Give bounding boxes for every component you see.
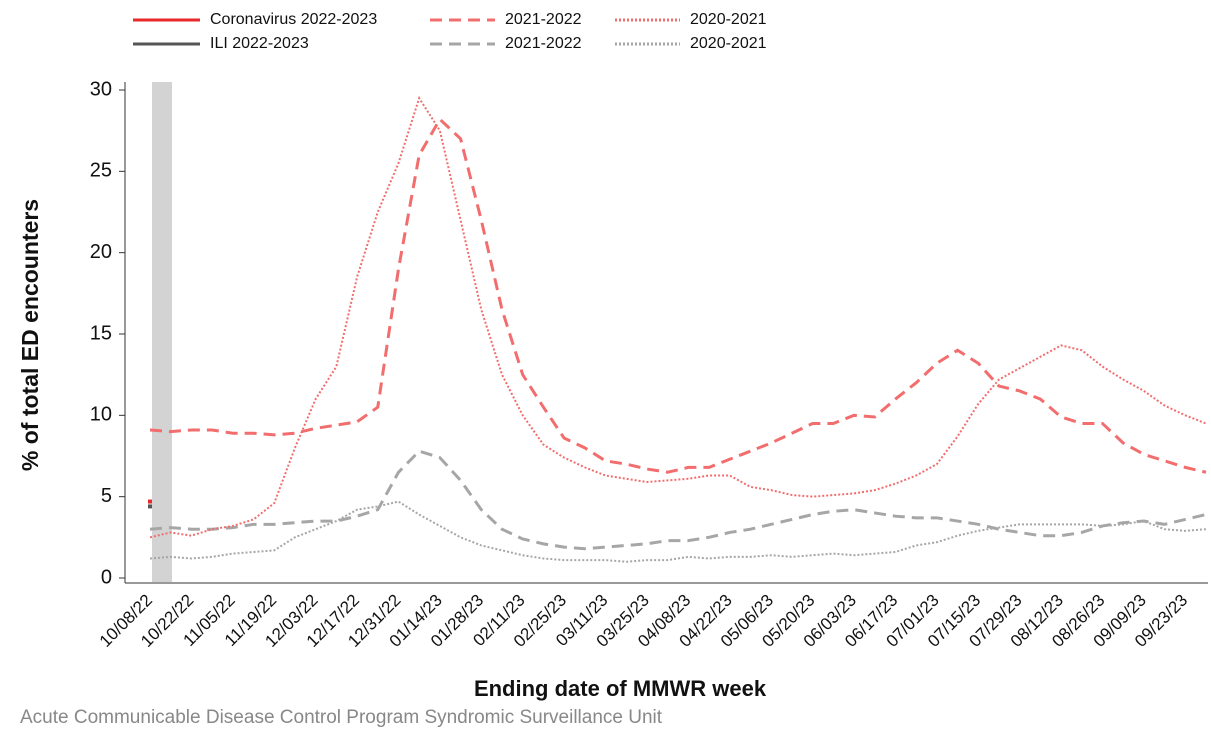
y-tick-label: 25 xyxy=(90,160,112,182)
current-week-shade xyxy=(152,82,172,582)
y-tick-label: 0 xyxy=(101,566,112,588)
series-line xyxy=(149,449,1207,551)
x-axis-title: Ending date of MMWR week xyxy=(474,676,767,701)
y-tick-label: 30 xyxy=(90,78,112,100)
series-line xyxy=(149,500,1207,563)
y-tick-label: 20 xyxy=(90,241,112,263)
y-tick-label: 15 xyxy=(90,322,112,344)
y-tick-label: 10 xyxy=(90,404,112,426)
legend-label: 2020-2021 xyxy=(690,11,767,28)
legend-label: 2021-2022 xyxy=(505,11,582,28)
y-axis-title: % of total ED encounters xyxy=(17,199,43,471)
source-note: Acute Communicable Disease Control Progr… xyxy=(20,707,663,728)
legend-label: 2021-2022 xyxy=(505,35,582,52)
y-tick-label: 5 xyxy=(101,485,112,507)
legend-label: Coronavirus 2022-2023 xyxy=(210,11,377,28)
legend-label: 2020-2021 xyxy=(690,35,767,52)
series-line xyxy=(149,95,1207,539)
series-line xyxy=(149,116,1207,474)
legend-label: ILI 2022-2023 xyxy=(210,35,309,52)
